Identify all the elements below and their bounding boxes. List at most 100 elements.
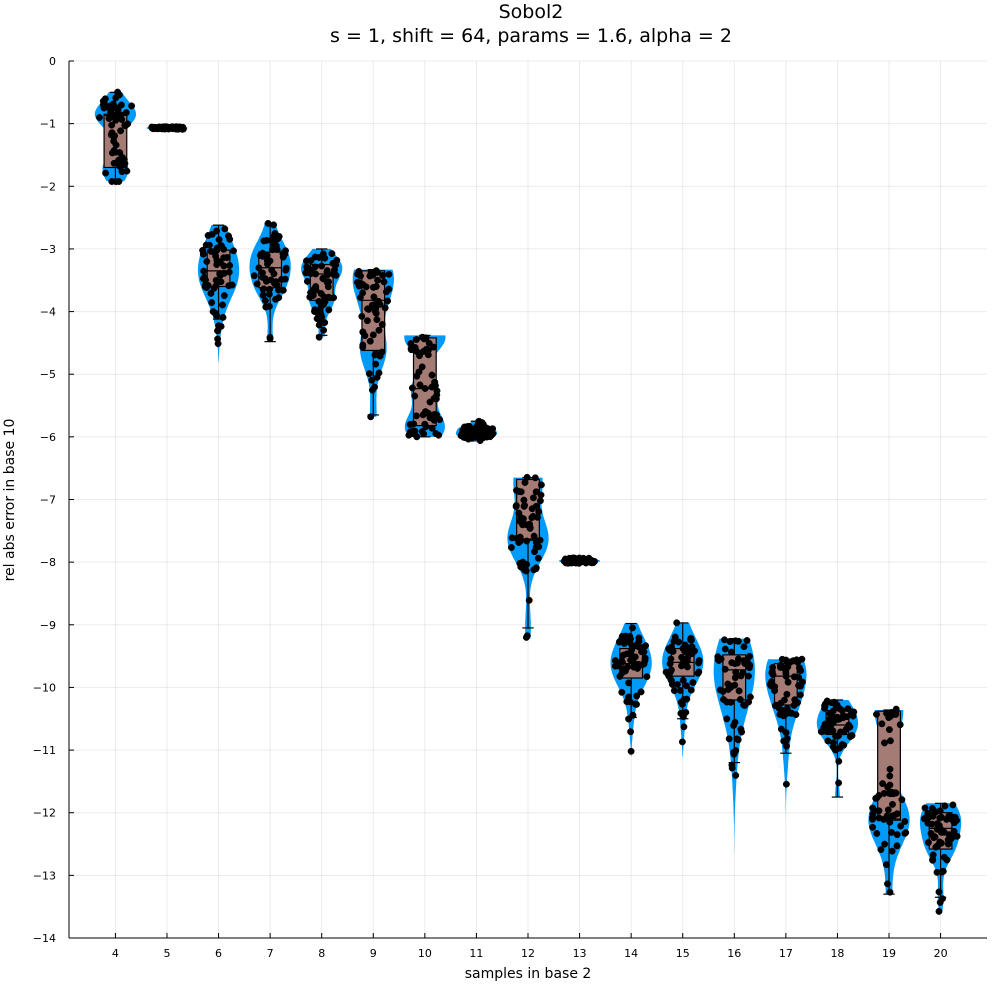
data-point-x9: [370, 293, 378, 301]
data-point-x7: [264, 260, 271, 268]
data-point-x10: [428, 383, 436, 391]
data-point-x7: [278, 276, 285, 283]
data-point-x8: [316, 306, 324, 314]
data-point-x19: [889, 800, 896, 808]
data-point-x15: [670, 687, 678, 695]
data-point-x5: [158, 125, 166, 133]
data-point-x20: [921, 804, 929, 812]
data-point-x17: [782, 780, 790, 788]
data-point-x7: [259, 286, 267, 293]
data-point-x9: [372, 283, 380, 290]
data-point-x9: [365, 370, 373, 378]
data-point-x16: [714, 653, 722, 661]
data-point-x7: [253, 280, 261, 288]
data-point-x19: [875, 814, 883, 822]
y-tick-label: −8: [40, 556, 56, 569]
data-point-x14: [631, 700, 639, 708]
data-point-x14: [634, 664, 641, 672]
data-point-x10: [408, 384, 416, 392]
data-point-x10: [413, 336, 420, 343]
data-point-x16: [727, 648, 735, 656]
data-point-x19: [887, 790, 895, 798]
data-point-x5: [174, 125, 182, 133]
y-tick-label: −5: [40, 368, 56, 381]
data-point-x19: [881, 840, 889, 848]
data-point-x10: [430, 343, 438, 351]
data-point-x6: [226, 235, 234, 243]
data-point-x8: [323, 278, 331, 286]
data-point-x15: [669, 647, 677, 655]
x-tick-label: 11: [469, 947, 483, 960]
data-point-x15: [679, 676, 687, 684]
data-point-x17: [795, 664, 803, 672]
data-point-x18: [846, 733, 854, 741]
data-point-x8: [315, 312, 323, 320]
data-point-x9: [362, 283, 370, 291]
data-point-x7: [282, 264, 290, 272]
data-point-x16: [721, 665, 729, 673]
data-point-x15: [687, 686, 695, 694]
data-point-x14: [633, 692, 641, 700]
data-point-x8: [328, 250, 336, 258]
data-point-x20: [935, 907, 943, 915]
data-point-x16: [732, 771, 740, 779]
data-point-x16: [741, 701, 749, 709]
data-point-x10: [425, 339, 433, 347]
data-point-x14: [618, 657, 626, 665]
data-point-x9: [356, 294, 364, 301]
data-point-x6: [199, 246, 207, 254]
data-point-x10: [432, 430, 440, 438]
data-point-x12: [508, 534, 516, 542]
data-point-x19: [892, 709, 900, 717]
data-point-x12: [517, 514, 525, 522]
x-tick-label: 10: [418, 947, 432, 960]
data-point-x19: [884, 806, 892, 814]
data-point-x18: [821, 702, 829, 710]
data-point-x20: [924, 809, 932, 817]
data-point-x17: [771, 683, 779, 691]
data-point-x14: [629, 624, 636, 632]
data-point-x6: [220, 269, 228, 277]
data-point-x15: [683, 682, 690, 690]
data-point-x17: [783, 735, 791, 743]
data-point-x8: [312, 286, 320, 294]
x-tick-label: 15: [676, 947, 690, 960]
data-point-x6: [226, 262, 234, 269]
x-tick-label: 14: [624, 947, 638, 960]
data-point-x4: [105, 115, 113, 122]
data-point-x15: [688, 643, 696, 651]
data-point-x9: [358, 312, 366, 320]
data-point-x19: [869, 814, 876, 822]
data-point-x9: [368, 386, 376, 394]
data-point-x18: [844, 705, 852, 713]
data-point-x19: [897, 822, 905, 830]
data-point-x9: [364, 305, 372, 313]
data-point-x6: [220, 245, 228, 253]
data-point-x15: [681, 643, 689, 651]
data-point-x9: [385, 270, 393, 278]
x-tick-label: 18: [830, 947, 844, 960]
data-point-x15: [694, 669, 702, 677]
data-point-x6: [204, 232, 212, 239]
data-point-x12: [521, 566, 529, 574]
data-point-x8: [332, 271, 340, 279]
data-point-x20: [936, 814, 944, 822]
data-point-x4: [122, 122, 129, 130]
y-tick-label: −4: [40, 306, 56, 319]
data-point-x16: [746, 652, 753, 660]
data-point-x18: [824, 737, 832, 745]
data-point-x12: [523, 537, 531, 545]
data-point-x16: [728, 764, 736, 772]
data-point-x16: [731, 660, 739, 668]
data-point-x6: [200, 267, 208, 275]
data-point-x13: [585, 556, 592, 564]
data-point-x17: [784, 678, 792, 686]
data-point-x10: [418, 428, 426, 436]
data-point-x19: [871, 807, 879, 814]
data-point-x14: [624, 663, 632, 671]
x-tick-label: 5: [163, 947, 170, 960]
x-tick-label: 16: [727, 947, 741, 960]
x-tick-label: 12: [521, 947, 535, 960]
data-point-x11: [458, 430, 466, 437]
data-point-x20: [944, 840, 952, 848]
